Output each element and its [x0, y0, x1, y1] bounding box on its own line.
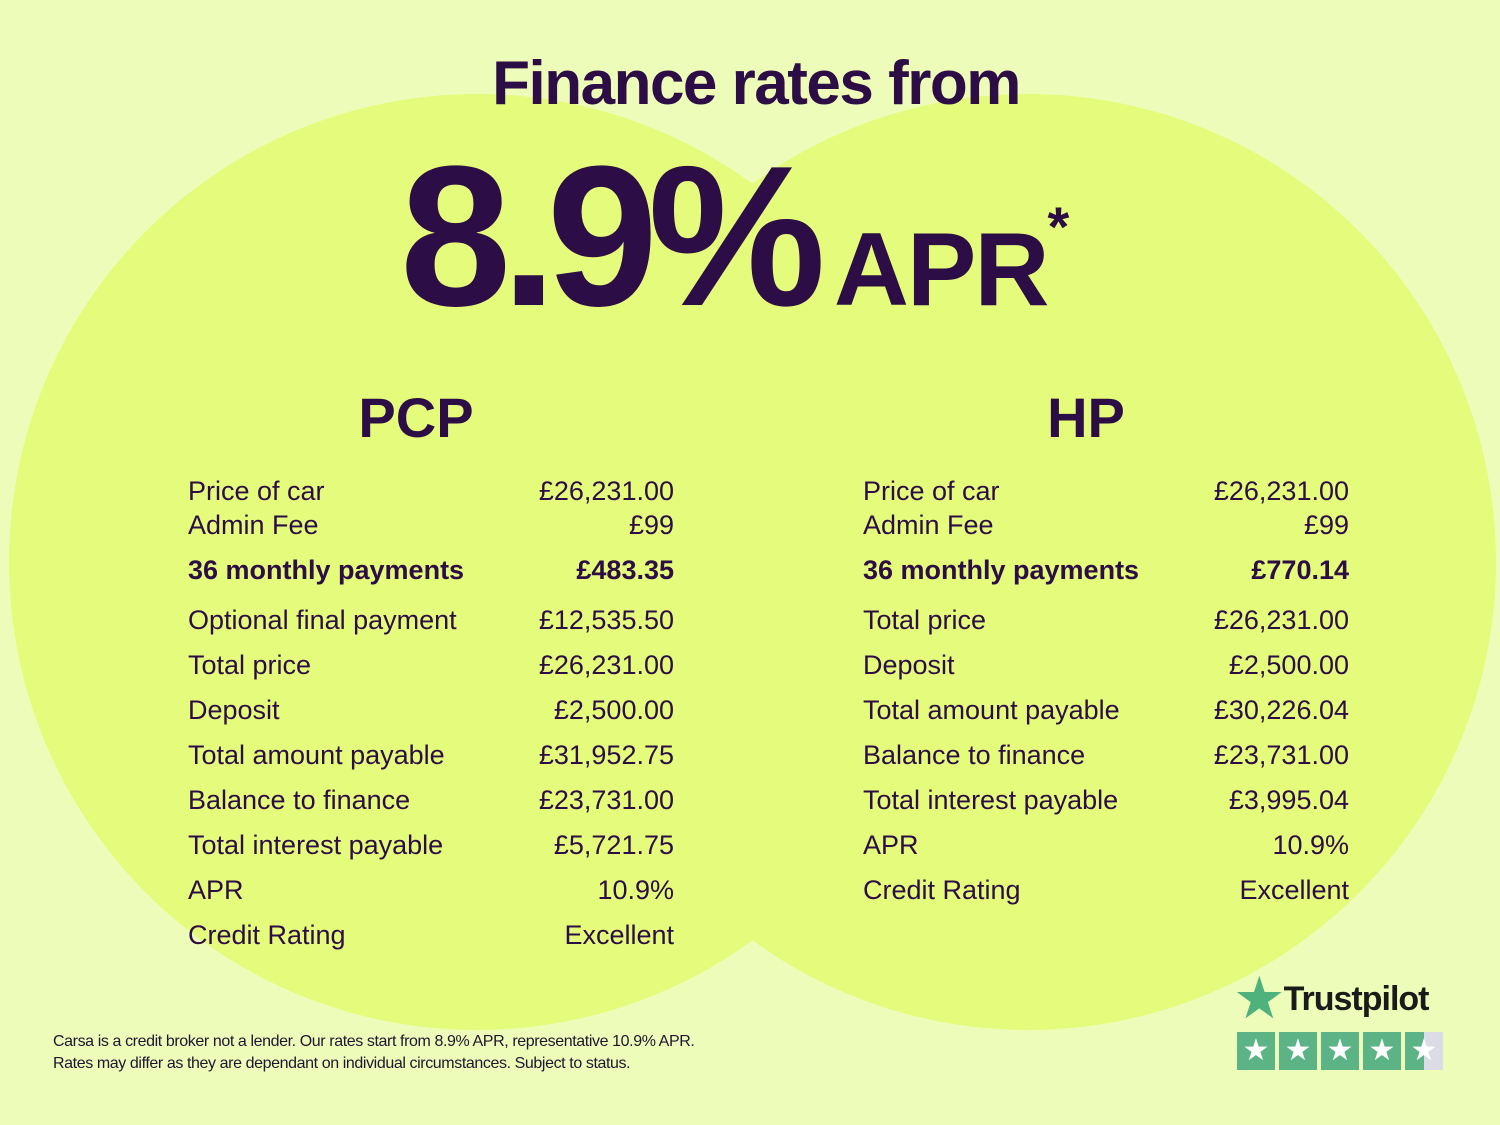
table-row: Total interest payable £5,721.75 [188, 823, 674, 868]
table-row: 36 monthly payments £483.35 [188, 542, 674, 598]
trustpilot-brand: Trustpilot [1283, 979, 1430, 1018]
row-value: £3,995.04 [1228, 785, 1349, 815]
row-value: £99 [1303, 510, 1349, 540]
disclaimer: Carsa is a credit broker not a lender. O… [53, 1031, 695, 1075]
row-label: Optional final payment [188, 605, 457, 635]
row-label: Price of car [863, 476, 1000, 506]
row-label: 36 monthly payments [863, 555, 1140, 585]
table-row: Total amount payable £31,952.75 [188, 733, 674, 778]
row-label: Total price [188, 650, 312, 680]
row-label: Deposit [188, 695, 280, 725]
table-row: APR 10.9% [188, 868, 674, 913]
row-value: £23,731.00 [1213, 740, 1349, 770]
table-row: Credit Rating Excellent [188, 913, 674, 958]
table-row: Price of car £26,231.00 [188, 474, 674, 508]
table-row: APR 10.9% [863, 823, 1349, 868]
row-value: Excellent [564, 920, 674, 950]
trustpilot-badge: ★ Trustpilot ★ ★ ★ ★ ★ [1236, 970, 1443, 1070]
rate-value: 8.9% [400, 125, 826, 348]
row-value: £99 [628, 510, 674, 540]
row-value: £770.14 [1251, 555, 1349, 585]
row-value: £26,231.00 [1213, 605, 1349, 635]
row-value: £23,731.00 [538, 785, 674, 815]
row-value: £2,500.00 [1228, 650, 1349, 680]
disclaimer-line-1: Carsa is a credit broker not a lender. O… [53, 1033, 695, 1050]
headline-title: Finance rates from [492, 49, 1021, 118]
row-value: £30,226.04 [1213, 695, 1349, 725]
decor-circle-right [560, 94, 1496, 1030]
row-label: APR [188, 875, 244, 905]
table-row: Deposit £2,500.00 [863, 643, 1349, 688]
row-label: Total interest payable [188, 830, 444, 860]
rating-star-icon: ★ [1405, 1032, 1443, 1070]
hp-heading: HP [1047, 386, 1125, 449]
row-value: £5,721.75 [553, 830, 674, 860]
row-value: £483.35 [576, 555, 674, 585]
trustpilot-logo: ★ Trustpilot [1236, 970, 1443, 1028]
table-row: Total price £26,231.00 [863, 598, 1349, 643]
row-label: Total amount payable [188, 740, 445, 770]
table-row: Balance to finance £23,731.00 [863, 733, 1349, 778]
apr-label: APR [833, 212, 1050, 328]
table-row: Optional final payment £12,535.50 [188, 598, 674, 643]
row-label: Credit Rating [863, 875, 1021, 905]
rating-star-icon: ★ [1363, 1032, 1401, 1070]
table-row: 36 monthly payments £770.14 [863, 542, 1349, 598]
hp-table: HP Price of car £26,231.00 Admin Fee £99 36 … [863, 385, 1349, 913]
table-row: Price of car £26,231.00 [863, 474, 1349, 508]
row-value: £26,231.00 [538, 650, 674, 680]
row-label: Credit Rating [188, 920, 346, 950]
table-row: Total price £26,231.00 [188, 643, 674, 688]
row-label: Admin Fee [863, 510, 994, 540]
table-row: Total amount payable £30,226.04 [863, 688, 1349, 733]
row-value: £26,231.00 [538, 476, 674, 506]
table-row: Deposit £2,500.00 [188, 688, 674, 733]
row-value: £31,952.75 [538, 740, 674, 770]
row-label: Balance to finance [863, 740, 1086, 770]
table-row: Admin Fee £99 [863, 508, 1349, 542]
row-label: 36 monthly payments [188, 555, 465, 585]
row-value: 10.9% [1272, 830, 1349, 860]
row-value: £12,535.50 [538, 605, 674, 635]
table-row: Total interest payable £3,995.04 [863, 778, 1349, 823]
headline-rate: 8.9% APR* [400, 122, 1069, 352]
table-row: Admin Fee £99 [188, 508, 674, 542]
trustpilot-star-icon: ★ [1236, 970, 1283, 1028]
row-label: Total amount payable [863, 695, 1120, 725]
row-label: Total price [863, 605, 987, 635]
row-label: Deposit [863, 650, 955, 680]
table-row: Credit Rating Excellent [863, 868, 1349, 913]
table-row: Balance to finance £23,731.00 [188, 778, 674, 823]
row-value: 10.9% [597, 875, 674, 905]
row-value: £26,231.00 [1213, 476, 1349, 506]
row-value: Excellent [1239, 875, 1349, 905]
disclaimer-line-2: Rates may differ as they are dependant o… [53, 1055, 631, 1072]
pcp-table: PCP Price of car £26,231.00 Admin Fee £99 36… [188, 385, 674, 958]
asterisk: * [1047, 195, 1070, 258]
trustpilot-rating: ★ ★ ★ ★ ★ [1237, 1032, 1443, 1070]
row-value: £2,500.00 [553, 695, 674, 725]
rating-star-icon: ★ [1237, 1032, 1275, 1070]
row-label: Admin Fee [188, 510, 319, 540]
pcp-heading: PCP [358, 386, 474, 449]
rating-star-icon: ★ [1321, 1032, 1359, 1070]
row-label: APR [863, 830, 919, 860]
row-label: Price of car [188, 476, 325, 506]
row-label: Balance to finance [188, 785, 411, 815]
row-label: Total interest payable [863, 785, 1119, 815]
rating-star-icon: ★ [1279, 1032, 1317, 1070]
